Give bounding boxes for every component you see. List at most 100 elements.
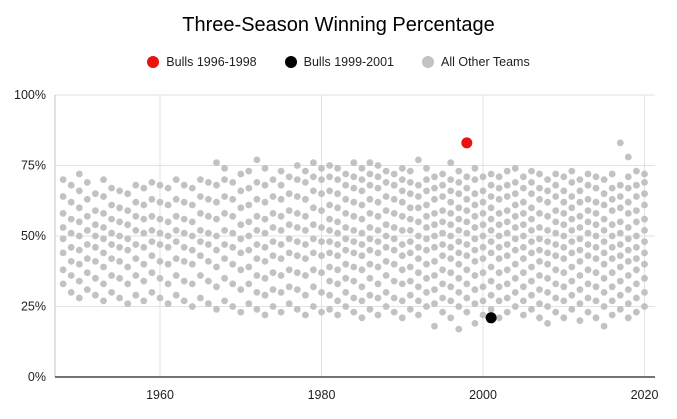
data-point-other-team <box>269 286 277 293</box>
data-point-other-team <box>124 280 132 288</box>
data-point-other-team <box>180 297 188 305</box>
data-point-other-team <box>600 201 608 209</box>
data-point-other-team <box>382 221 390 229</box>
data-point-other-team <box>568 215 576 223</box>
data-point-other-team <box>463 218 471 226</box>
data-point-other-team <box>302 212 309 220</box>
data-point-other-team <box>374 294 382 302</box>
data-point-other-team <box>641 289 648 296</box>
data-point-other-team <box>374 173 382 181</box>
gray-dot-icon <box>422 56 434 68</box>
data-point-other-team <box>59 210 67 217</box>
data-point-other-team <box>616 139 624 147</box>
data-point-other-team <box>358 164 366 172</box>
data-point-other-team <box>511 190 519 198</box>
data-point-other-team <box>536 286 543 293</box>
data-point-other-team <box>100 176 107 184</box>
data-point-other-team <box>221 297 229 305</box>
data-point-other-team <box>350 184 358 192</box>
data-point-other-team <box>334 311 341 319</box>
data-point-other-team <box>92 190 99 198</box>
data-point-other-team <box>503 207 511 215</box>
data-point-other-team <box>318 190 325 198</box>
data-point-other-team <box>83 241 91 248</box>
data-point-other-team <box>245 263 253 271</box>
data-point-other-team <box>156 274 164 282</box>
data-point-other-team <box>552 280 560 288</box>
data-point-other-team <box>600 303 608 310</box>
black-dot-icon <box>284 56 297 68</box>
red-dot-icon <box>147 56 160 68</box>
data-point-other-team <box>552 207 560 215</box>
data-point-other-team <box>528 249 535 257</box>
data-point-other-team <box>463 294 471 302</box>
data-point-other-team <box>318 207 325 215</box>
data-point-other-team <box>229 212 237 220</box>
data-point-other-team <box>406 238 414 246</box>
data-point-other-team <box>285 266 293 274</box>
data-point-other-team <box>180 258 188 265</box>
data-point-other-team <box>253 227 261 234</box>
data-point-other-team <box>67 215 75 223</box>
data-point-other-team <box>576 286 584 293</box>
data-point-other-team <box>390 294 398 302</box>
data-point-other-team <box>302 255 309 262</box>
data-point-other-team <box>213 181 220 189</box>
data-point-other-team <box>552 266 560 274</box>
data-point-other-team <box>398 280 406 288</box>
data-point-other-team <box>552 308 560 316</box>
data-point-other-team <box>221 227 229 234</box>
data-point-other-team <box>641 179 648 186</box>
data-point-other-team <box>318 308 325 316</box>
data-point-other-team <box>261 229 269 237</box>
data-point-other-team <box>439 280 446 288</box>
data-point-other-team <box>624 210 632 217</box>
data-point-other-team <box>75 260 83 268</box>
data-point-other-team <box>471 300 479 308</box>
data-point-other-team <box>616 277 624 285</box>
data-point-other-team <box>390 195 398 203</box>
data-point-other-team <box>116 274 123 282</box>
data-point-other-team <box>285 283 293 291</box>
data-point-other-team <box>552 181 560 189</box>
data-point-other-team <box>431 184 438 192</box>
data-point-other-team <box>560 269 568 277</box>
data-point-other-team <box>560 255 568 262</box>
data-point-other-team <box>156 258 164 265</box>
data-point-other-team <box>536 170 543 178</box>
data-point-other-team <box>447 232 455 240</box>
data-point-other-team <box>592 198 600 206</box>
data-point-other-team <box>75 187 83 195</box>
data-point-other-team <box>318 289 325 296</box>
data-point-other-team <box>406 249 414 257</box>
data-point-other-team <box>447 314 455 322</box>
data-point-other-team <box>439 218 446 226</box>
data-point-other-team <box>584 294 592 302</box>
data-point-other-team <box>310 221 317 229</box>
data-point-other-team <box>285 207 293 215</box>
data-point-other-team <box>180 229 188 237</box>
data-point-other-team <box>415 297 422 305</box>
data-point-other-team <box>447 210 455 217</box>
data-point-other-team <box>116 232 123 240</box>
data-point-bulls-1996-1998 <box>461 137 473 149</box>
data-point-other-team <box>528 167 535 175</box>
data-point-other-team <box>568 193 576 200</box>
data-point-other-team <box>616 218 624 226</box>
data-point-other-team <box>479 243 487 251</box>
data-point-other-team <box>463 195 471 203</box>
data-point-other-team <box>423 224 430 231</box>
data-point-other-team <box>156 229 164 237</box>
data-point-other-team <box>495 283 503 291</box>
data-point-other-team <box>326 215 333 223</box>
data-point-other-team <box>503 294 511 302</box>
data-point-other-team <box>156 181 164 189</box>
data-point-other-team <box>293 210 301 217</box>
data-point-other-team <box>544 260 551 268</box>
data-point-other-team <box>495 243 503 251</box>
data-point-other-team <box>261 181 269 189</box>
data-point-other-team <box>592 255 600 262</box>
data-point-other-team <box>544 227 551 234</box>
data-point-other-team <box>447 187 455 195</box>
data-point-other-team <box>188 218 196 226</box>
